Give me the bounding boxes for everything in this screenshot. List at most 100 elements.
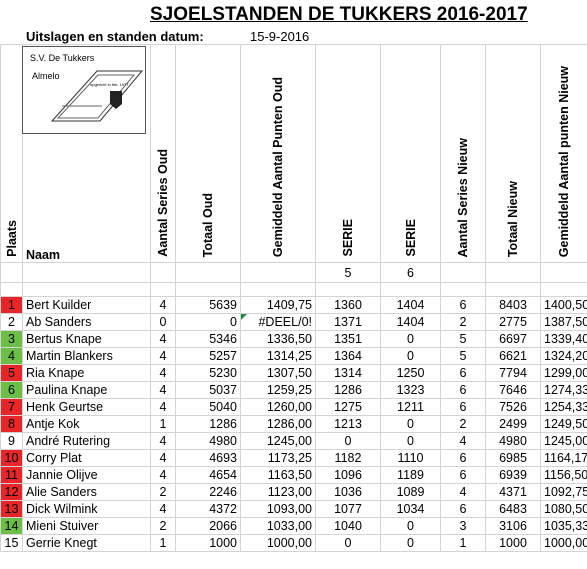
cell: 5: [440, 330, 486, 348]
place-cell: 6: [0, 381, 23, 399]
cell: 1092,75: [540, 483, 587, 501]
cell: Jannie Olijve: [22, 466, 151, 484]
cell: #DEEL/0!: [240, 313, 316, 331]
cell: 6697: [485, 330, 541, 348]
cell: 1249,50: [540, 415, 587, 433]
cell: 7794: [485, 364, 541, 382]
blank-row: [0, 282, 587, 297]
cell: [380, 282, 441, 297]
cell: 6: [440, 449, 486, 467]
cell: 1089: [380, 483, 441, 501]
cell: 1371: [315, 313, 381, 331]
header-row: Plaats Naam Aantal Series Oud Totaal Oud Gem…: [0, 44, 587, 263]
cell: Ab Sanders: [22, 313, 151, 331]
cell: [315, 282, 381, 297]
cell: 1351: [315, 330, 381, 348]
place-cell: 3: [0, 330, 23, 348]
header-cell: SERIE: [315, 44, 381, 263]
cell: 4980: [175, 432, 241, 450]
logo-name: S.V. De Tukkers: [30, 53, 95, 63]
cell: 0: [315, 534, 381, 552]
place-cell: 14: [0, 517, 23, 535]
place-cell: 2: [0, 313, 23, 331]
cell: 4371: [485, 483, 541, 501]
place-cell: 8: [0, 415, 23, 433]
cell: 4980: [485, 432, 541, 450]
cell: 1323: [380, 381, 441, 399]
cell: [485, 262, 541, 283]
place-cell: 9: [0, 432, 23, 450]
cell: 1211: [380, 398, 441, 416]
cell: [150, 262, 176, 283]
cell: [440, 282, 486, 297]
cell: 1034: [380, 500, 441, 518]
cell: 1364: [315, 347, 381, 365]
standings-table: Plaats Naam Aantal Series Oud Totaal Oud Gem…: [0, 44, 587, 552]
cell: 1404: [380, 296, 441, 314]
cell: Dick Wilmink: [22, 500, 151, 518]
cell: 5: [315, 262, 381, 283]
logo-city: Almelo: [32, 71, 60, 81]
cell: 5: [440, 347, 486, 365]
data-row: 10 Corry Plat 4 4693 1173,25 1182 1110 6 6985 116…: [0, 449, 587, 467]
cell: 1409,75: [240, 296, 316, 314]
cell: 4: [150, 381, 176, 399]
cell: 1040: [315, 517, 381, 535]
cell: 1260,00: [240, 398, 316, 416]
data-row: 15 Gerrie Knegt 1 1000 1000,00 0 0 1 1000 1000,00: [0, 534, 587, 552]
cell: 0: [150, 313, 176, 331]
cell: 1123,00: [240, 483, 316, 501]
cell: 6985: [485, 449, 541, 467]
cell: 5040: [175, 398, 241, 416]
cell: [150, 282, 176, 297]
data-row: 11 Jannie Olijve 4 4654 1163,50 1096 1189 6 6939…: [0, 466, 587, 484]
cell: 1096: [315, 466, 381, 484]
cell: 8403: [485, 296, 541, 314]
cell: 1250: [380, 364, 441, 382]
cell: 1400,50: [540, 296, 587, 314]
header-cell: Plaats: [0, 44, 23, 263]
cell: 6483: [485, 500, 541, 518]
date: 15-9-2016: [250, 29, 310, 44]
cell: 2066: [175, 517, 241, 535]
cell: 5037: [175, 381, 241, 399]
cell: [540, 282, 587, 297]
cell: 1156,50: [540, 466, 587, 484]
cell: 6621: [485, 347, 541, 365]
cell: 4: [150, 500, 176, 518]
cell: 1286,00: [240, 415, 316, 433]
cell: Henk Geurtse: [22, 398, 151, 416]
cell: 4: [440, 483, 486, 501]
header-cell: Gemiddeld Aantal punten Nieuw: [540, 44, 587, 263]
column-header: SERIE: [403, 219, 418, 257]
cell: 4372: [175, 500, 241, 518]
data-row: 5 Ria Knape 4 5230 1307,50 1314 1250 6 7794 1299,…: [0, 364, 587, 382]
cell: 6: [440, 500, 486, 518]
data-row: 6 Paulina Knape 4 5037 1259,25 1286 1323 6 7646 1…: [0, 381, 587, 399]
cell: 4: [150, 432, 176, 450]
cell: 0: [380, 432, 441, 450]
column-header: Gemiddeld Aantal punten Nieuw: [557, 65, 571, 257]
cell: 2: [150, 483, 176, 501]
cell: [440, 262, 486, 283]
data-row: 9 André Rutering 4 4980 1245,00 0 0 4 4980 1245,0…: [0, 432, 587, 450]
place-cell: 1: [0, 296, 23, 314]
cell: 5257: [175, 347, 241, 365]
cell: 6: [440, 398, 486, 416]
header-cell: Totaal Oud: [175, 44, 241, 263]
cell: Martin Blankers: [22, 347, 151, 365]
cell: 5639: [175, 296, 241, 314]
cell: 1259,25: [240, 381, 316, 399]
cell: 1245,00: [540, 432, 587, 450]
cell: 1274,33: [540, 381, 587, 399]
data-row: 8 Antje Kok 1 1286 1286,00 1213 0 2 2499 1249,50: [0, 415, 587, 433]
cell: 0: [315, 432, 381, 450]
cell: 4: [150, 330, 176, 348]
cell: 3: [440, 517, 486, 535]
cell: 4654: [175, 466, 241, 484]
column-header: SERIE: [341, 219, 355, 257]
place-cell: 7: [0, 398, 23, 416]
cell: 4: [150, 449, 176, 467]
cell: 7526: [485, 398, 541, 416]
